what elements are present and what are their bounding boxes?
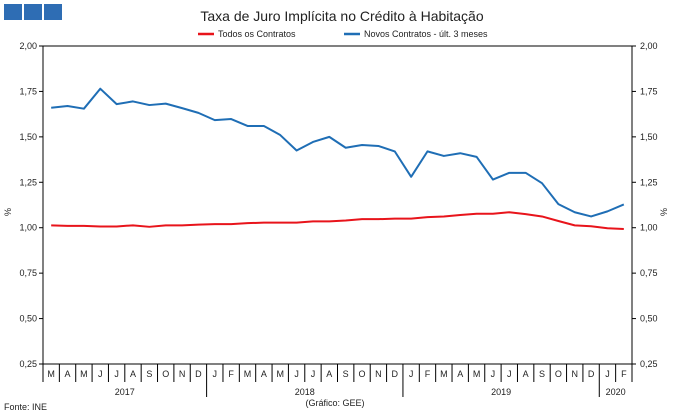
source-note: Fonte: INE — [4, 402, 47, 412]
y-axis-label-right: % — [659, 208, 669, 216]
y-tick-label-right: 1,75 — [640, 86, 658, 96]
x-tick-label: M — [473, 369, 481, 379]
year-label: 2018 — [295, 387, 315, 397]
y-tick-label-left: 1,75 — [19, 86, 37, 96]
y-tick-label-right: 0,75 — [640, 268, 658, 278]
x-tick-label: N — [179, 369, 186, 379]
x-tick-label: A — [130, 369, 136, 379]
x-tick-label: S — [343, 369, 349, 379]
y-tick-label-left: 1,00 — [19, 223, 37, 233]
legend-label-1: Novos Contratos - últ. 3 meses — [364, 29, 488, 39]
y-tick-label-right: 1,00 — [640, 223, 658, 233]
x-tick-label: M — [440, 369, 448, 379]
y-tick-label-left: 0,25 — [19, 359, 37, 369]
legend-label-0: Todos os Contratos — [218, 29, 296, 39]
x-tick-label: J — [311, 369, 316, 379]
x-tick-label: J — [507, 369, 512, 379]
series-line-1 — [51, 87, 625, 218]
chart-credit: (Gráfico: GEE) — [305, 398, 364, 408]
x-tick-label: J — [213, 369, 218, 379]
y-tick-label-left: 1,50 — [19, 132, 37, 142]
x-tick-label: A — [261, 369, 267, 379]
logo — [4, 4, 62, 20]
x-tick-label: A — [65, 369, 71, 379]
year-label: 2017 — [115, 387, 135, 397]
x-tick-label: N — [571, 369, 578, 379]
x-tick-label: J — [98, 369, 103, 379]
y-tick-label-right: 1,50 — [640, 132, 658, 142]
series-line-0 — [51, 211, 624, 230]
y-tick-label-right: 0,50 — [640, 314, 658, 324]
x-tick-label: M — [47, 369, 55, 379]
x-tick-label: O — [359, 369, 366, 379]
x-tick-label: D — [392, 369, 399, 379]
y-tick-label-left: 1,25 — [19, 177, 37, 187]
x-tick-label: M — [276, 369, 284, 379]
x-tick-label: S — [539, 369, 545, 379]
x-tick-label: A — [326, 369, 332, 379]
x-tick-label: F — [228, 369, 234, 379]
x-tick-label: A — [457, 369, 463, 379]
chart-title: Taxa de Juro Implícita no Crédito à Habi… — [200, 8, 483, 24]
x-tick-label: J — [114, 369, 119, 379]
y-axis-left: 2,00 1,75 1,50 1,25 1,00 0,75 0,50 0,25 — [19, 41, 43, 369]
y-tick-label-right: 0,25 — [640, 359, 658, 369]
x-tick-label: M — [244, 369, 252, 379]
x-tick-label: F — [621, 369, 627, 379]
y-tick-label-right: 2,00 — [640, 41, 658, 51]
x-tick-label: F — [425, 369, 431, 379]
x-axis: M A M J J A S O N D J F M A M J J A S O N D J F M A M J J A S O N D J F2017… — [42, 364, 633, 397]
legend: Todos os Contratos Novos Contratos - últ… — [198, 29, 488, 39]
x-tick-label: O — [555, 369, 562, 379]
x-tick-label: J — [409, 369, 414, 379]
x-tick-label: O — [162, 369, 169, 379]
x-tick-label: J — [491, 369, 496, 379]
year-label: 2020 — [606, 387, 626, 397]
x-tick-label: N — [375, 369, 382, 379]
y-tick-label-left: 2,00 — [19, 41, 37, 51]
y-tick-label-left: 0,75 — [19, 268, 37, 278]
x-tick-label: D — [195, 369, 202, 379]
x-tick-label: J — [294, 369, 299, 379]
year-label: 2019 — [491, 387, 511, 397]
x-tick-label: J — [605, 369, 610, 379]
x-tick-label: D — [588, 369, 595, 379]
x-tick-label: S — [146, 369, 152, 379]
y-tick-label-left: 0,50 — [19, 314, 37, 324]
plot-frame — [42, 45, 633, 365]
x-tick-label: A — [523, 369, 529, 379]
y-axis-label-left: % — [3, 208, 13, 216]
y-tick-label-right: 1,25 — [640, 177, 658, 187]
y-axis-right: 2,00 1,75 1,50 1,25 1,00 0,75 0,50 0,25 — [632, 41, 658, 369]
x-tick-label: M — [80, 369, 88, 379]
series-lines — [51, 87, 625, 230]
